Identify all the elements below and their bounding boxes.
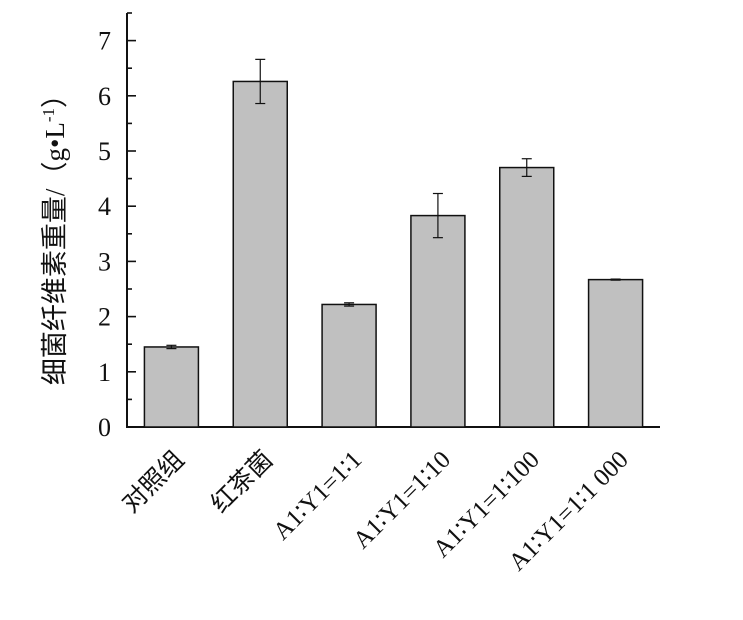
y-tick-label: 5 [98,137,111,166]
bar [321,303,377,428]
y-tick-label: 7 [98,27,111,56]
bar [143,346,200,428]
bar [499,166,555,428]
bar [410,214,466,428]
y-tick-label: 3 [98,247,111,276]
bar [587,278,644,428]
y-axis-title-close: ） [40,81,70,108]
y-tick-label: 1 [98,358,111,387]
bar [232,80,288,428]
y-tick-label: 6 [98,82,111,111]
x-tick-label: 对照组 [117,445,190,518]
y-axis-title-main: 细菌纤维素重量/（g•L [40,122,70,385]
x-tick-label: 红茶菌 [206,445,279,518]
y-axis-title-superscript: -1 [39,108,58,122]
y-tick-label: 2 [98,303,111,332]
y-axis-title: 细菌纤维素重量/（g•L-1） [39,81,70,385]
y-tick-label: 4 [98,192,111,221]
y-tick-label: 0 [98,413,111,442]
